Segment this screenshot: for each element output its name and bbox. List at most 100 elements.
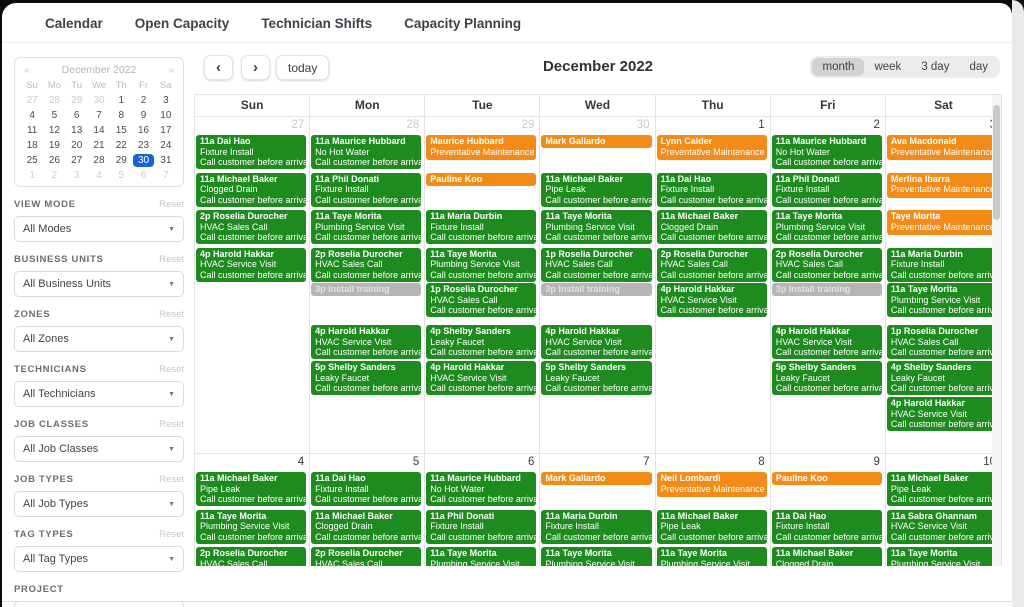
event-job[interactable]: 4p Harold Hakkar HVAC Service Visit Call c…	[771, 325, 882, 359]
mini-calendar-day[interactable]: 29	[66, 93, 88, 108]
mini-calendar-day[interactable]: 4	[88, 168, 110, 183]
filter-dropdown[interactable]: All Tag Types ▼	[14, 546, 184, 572]
mini-calendar-day[interactable]: 15	[110, 123, 132, 138]
event-job[interactable]: 11a Maurice Hubbard No Hot Water Call cust…	[311, 135, 422, 169]
filter-dropdown[interactable]: All Business Units ▼	[14, 271, 184, 297]
mini-calendar-day[interactable]: 21	[88, 138, 110, 153]
mini-calendar-day[interactable]: 3	[66, 168, 88, 183]
mini-calendar-day[interactable]: 1	[21, 168, 43, 183]
view-button-3-day[interactable]: 3 day	[921, 61, 950, 73]
day-cell[interactable]: 27 11a Dai Hao Fixture Install Call custome…	[195, 117, 311, 453]
mini-calendar-day[interactable]: 4	[21, 108, 43, 123]
event-job[interactable]: 1p Roselia Durocher HVAC Sales Call Call c…	[886, 325, 998, 359]
mini-calendar-day[interactable]: 11	[21, 123, 43, 138]
event-job[interactable]: 1p Roselia Durocher HVAC Sales Call Call c…	[541, 247, 652, 282]
filter-reset-link[interactable]: Reset	[159, 474, 184, 485]
mini-calendar-day[interactable]: 23	[132, 138, 154, 153]
event-job[interactable]: 4p Shelby Sanders Leaky Faucet Call custom…	[886, 361, 998, 395]
view-button-day[interactable]: day	[969, 61, 988, 73]
mini-calendar-day[interactable]: 6	[66, 108, 88, 123]
event-job[interactable]: 4p Harold Hakkar HVAC Service Visit Call c…	[541, 325, 652, 359]
event-job[interactable]: 4p Harold Hakkar HVAC Service Visit Call c…	[311, 325, 422, 359]
mini-calendar-day[interactable]: 5	[43, 108, 65, 123]
event-job[interactable]: 4p Harold Hakkar HVAC Service Visit Call c…	[196, 247, 307, 282]
mini-calendar-day[interactable]: 3	[155, 93, 177, 108]
event-job[interactable]: 4p Shelby Sanders Leaky Faucet Call custom…	[426, 325, 537, 359]
mini-calendar-day[interactable]: 27	[66, 153, 88, 168]
event-job[interactable]: 4p Harold Hakkar HVAC Service Visit Call c…	[426, 361, 537, 395]
event-job[interactable]: 4p Harold Hakkar HVAC Service Visit Call c…	[656, 283, 767, 317]
filter-dropdown[interactable]: All Zones ▼	[14, 326, 184, 352]
mini-calendar-day[interactable]: 5	[110, 168, 132, 183]
filter-dropdown[interactable]: All Technicians ▼	[14, 381, 184, 407]
mini-calendar-day[interactable]: 29	[110, 153, 132, 168]
event-job[interactable]: 4p Harold Hakkar HVAC Service Visit Call c…	[886, 397, 998, 431]
event-maintenance[interactable]: Pauline Koo	[426, 172, 537, 186]
mini-calendar-day[interactable]: 31	[155, 153, 177, 168]
mini-calendar-day[interactable]: 8	[110, 108, 132, 123]
event-training[interactable]: 3p Install training	[771, 283, 882, 296]
event-job[interactable]: 11a Maria Durbin Fixture Install Call cust…	[541, 509, 652, 544]
event-job[interactable]: 11a Phil Donati Fixture Install Call custo…	[311, 172, 422, 207]
event-job[interactable]: 11a Michael Baker Pipe Leak Call customer …	[541, 172, 652, 207]
filter-reset-link[interactable]: Reset	[159, 309, 184, 320]
event-maintenance[interactable]: Ava Macdonald Preventative Maintenance Ch	[886, 135, 998, 160]
day-cell[interactable]: 10 11a Michael Baker Pipe Leak Call custome…	[886, 454, 1001, 566]
view-button-month[interactable]: month	[812, 58, 865, 76]
event-job[interactable]: 11a Maria Durbin Fixture Install Call cust…	[886, 247, 998, 282]
nav-item-open-capacity[interactable]: Open Capacity	[134, 16, 230, 31]
event-maintenance[interactable]: Mark Gallardo	[541, 135, 652, 148]
mini-calendar-day[interactable]: 12	[43, 123, 65, 138]
mini-calendar-day[interactable]: 28	[88, 153, 110, 168]
event-job[interactable]: 11a Phil Donati Fixture Install Call custo…	[426, 509, 537, 544]
mini-calendar-day[interactable]: 2	[43, 168, 65, 183]
mini-calendar-prev-icon[interactable]: «	[24, 64, 30, 76]
nav-item-capacity-planning[interactable]: Capacity Planning	[404, 16, 522, 31]
filter-reset-link[interactable]: Reset	[159, 199, 184, 210]
filter-dropdown[interactable]: All Job Types ▼	[14, 491, 184, 517]
day-cell[interactable]: 7 Mark Gallardo 11a Maria Durbin Fixture In…	[540, 454, 656, 566]
event-maintenance[interactable]: Maurice Hubbard Preventative Maintenance …	[426, 135, 537, 160]
day-cell[interactable]: 4 11a Michael Baker Pipe Leak Call customer…	[195, 454, 311, 566]
today-button[interactable]: today	[276, 55, 330, 80]
event-maintenance[interactable]: Merlina Ibarra Preventative Maintenance C…	[886, 172, 998, 198]
event-job[interactable]: 11a Michael Baker Pipe Leak Call customer …	[196, 472, 307, 506]
event-job[interactable]: 5p Shelby Sanders Leaky Faucet Call custom…	[311, 361, 422, 395]
mini-calendar-day[interactable]: 24	[155, 138, 177, 153]
event-training[interactable]: 3p Install training	[541, 283, 652, 296]
day-cell[interactable]: 28 11a Maurice Hubbard No Hot Water Call cu…	[310, 117, 426, 453]
nav-item-calendar[interactable]: Calendar	[45, 16, 103, 31]
next-button[interactable]: ›	[241, 55, 270, 80]
event-job[interactable]: 5p Shelby Sanders Leaky Faucet Call custom…	[771, 361, 882, 395]
mini-calendar-day[interactable]: 7	[155, 168, 177, 183]
mini-calendar-day[interactable]: 20	[66, 138, 88, 153]
day-cell[interactable]: 2 11a Maurice Hubbard No Hot Water Call cus…	[771, 117, 886, 453]
nav-item-technician-shifts[interactable]: Technician Shifts	[261, 16, 373, 31]
mini-calendar-day[interactable]: 28	[43, 93, 65, 108]
view-button-week[interactable]: week	[874, 61, 902, 73]
day-cell[interactable]: 6 11a Maurice Hubbard No Hot Water Call cus…	[425, 454, 541, 566]
mini-calendar-day[interactable]: 22	[110, 138, 132, 153]
mini-calendar-day[interactable]: 9	[132, 108, 154, 123]
event-job[interactable]: 11a Maurice Hubbard No Hot Water Call cust…	[771, 135, 882, 169]
mini-calendar-day[interactable]: 27	[21, 93, 43, 108]
event-job[interactable]: 11a Michael Baker Pipe Leak Call customer …	[886, 472, 998, 506]
event-maintenance[interactable]: Pauline Koo	[771, 472, 882, 485]
event-job[interactable]: 11a Dai Hao Fixture Install Call customer …	[771, 509, 882, 544]
filter-reset-link[interactable]: Reset	[159, 529, 184, 540]
